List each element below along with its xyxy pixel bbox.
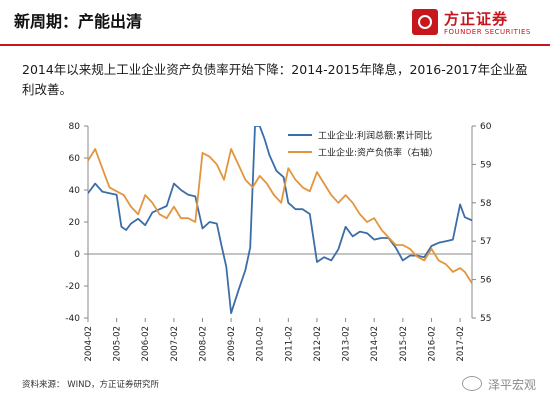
legend-label: 工业企业:资产负债率（右轴） (318, 147, 438, 159)
logo-mark-icon (412, 9, 438, 35)
source-note: 资料来源： WIND，方正证券研究所 (22, 380, 160, 390)
wechat-icon (461, 376, 482, 391)
y-left-tick-label: 20 (69, 218, 81, 228)
watermark-text: 泽平宏观 (487, 378, 536, 392)
y-left-tick-label: 80 (69, 122, 81, 132)
x-tick-label: 2015-02 (399, 326, 409, 362)
slide-title: 新周期：产能出清 (14, 12, 143, 31)
x-tick-label: 2016-02 (427, 326, 437, 362)
x-tick-label: 2007-02 (170, 326, 180, 362)
y-left-tick-label: -20 (65, 282, 80, 292)
y-right-tick-label: 59 (480, 160, 492, 170)
intro-text: 2014年以来规上工业企业资产负债率开始下降：2014-2015年降息，2016… (22, 62, 528, 97)
y-left-tick-label: 0 (74, 250, 80, 260)
logo-name-en: FOUNDER SECURITIES (444, 28, 531, 36)
x-tick-label: 2011-02 (284, 326, 294, 362)
company-logo: 方正证券 FOUNDER SECURITIES (412, 6, 542, 40)
series-line-debt-ratio (88, 148, 472, 284)
y-left-tick-label: -40 (65, 314, 80, 324)
y-right-tick-label: 60 (480, 122, 492, 132)
x-tick-label: 2010-02 (256, 326, 266, 362)
legend-label: 工业企业:利润总额:累计同比 (318, 130, 432, 142)
x-tick-label: 2008-02 (198, 326, 208, 362)
series-line-profit-growth (88, 126, 472, 315)
x-tick-label: 2017-02 (456, 326, 466, 362)
x-tick-label: 2004-02 (84, 326, 94, 362)
x-tick-label: 2009-02 (227, 326, 237, 362)
x-tick-label: 2013-02 (342, 326, 352, 362)
y-right-tick-label: 55 (480, 314, 491, 324)
watermark: 泽平宏观 (461, 376, 536, 393)
y-left-tick-label: 40 (69, 186, 81, 196)
title-divider (0, 44, 550, 46)
y-right-tick-label: 56 (480, 276, 492, 286)
x-tick-label: 2012-02 (313, 326, 323, 362)
y-left-tick-label: 60 (69, 154, 81, 164)
x-tick-label: 2005-02 (113, 326, 123, 362)
x-tick-label: 2006-02 (141, 326, 151, 362)
logo-name-cn: 方正证券 (444, 10, 509, 28)
dual-axis-line-chart: -40 -20 0 20 40 60 80 55 56 57 58 59 60 2004-02 2005-0… (65, 122, 492, 362)
y-right-tick-label: 57 (480, 237, 491, 247)
x-tick-label: 2014-02 (370, 326, 380, 362)
y-right-tick-label: 58 (480, 199, 492, 209)
